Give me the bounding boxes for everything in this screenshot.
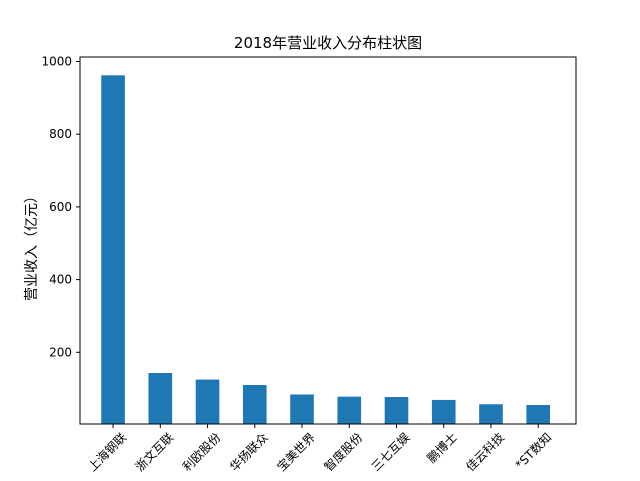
plot-frame	[79, 56, 577, 425]
x-tick-label-8: 鹏博士	[424, 430, 460, 466]
x-axis: 上海钢联 浙文互联 利欧股份 华扬联众 宝美世界 智度股份 三七互娱 鹏博士 佳云科技 *ST数知	[85, 424, 554, 475]
x-tick-label-4: 华扬联众	[226, 430, 271, 475]
bar-9	[479, 404, 503, 424]
x-tick-label-10: *ST数知	[512, 430, 554, 472]
chart-title: 2018年营业收入分布柱状图	[234, 34, 422, 52]
bars-group	[101, 75, 551, 424]
x-tick-label-7: 三七互娱	[369, 430, 413, 474]
x-tick-label-3: 利欧股份	[180, 430, 224, 474]
x-tick-label-9: 佳云科技	[463, 430, 507, 474]
bar-7	[384, 397, 409, 424]
y-tick-label-3: 600	[49, 200, 72, 214]
bar-3	[195, 379, 220, 424]
x-tick-label-6: 智度股份	[321, 430, 366, 475]
bar-4	[242, 385, 267, 424]
bar-8	[431, 399, 456, 424]
bar-10	[526, 405, 551, 424]
y-tick-label-1: 200	[49, 345, 72, 359]
bar-5	[290, 394, 314, 424]
y-axis: 200 400 600 800 1000	[41, 55, 80, 359]
x-tick-label-5: 宝美世界	[274, 430, 318, 474]
y-tick-label-2: 400	[49, 273, 72, 287]
bar-1	[101, 75, 125, 424]
y-tick-label-4: 800	[49, 127, 72, 141]
x-tick-label-2: 浙文互联	[132, 430, 177, 475]
y-axis-label: 营业收入（亿元）	[24, 189, 40, 301]
y-tick-label-5: 1000	[41, 55, 72, 69]
x-tick-label-1: 上海钢联	[85, 430, 130, 475]
bar-2	[148, 373, 173, 424]
bar-6	[337, 396, 362, 424]
